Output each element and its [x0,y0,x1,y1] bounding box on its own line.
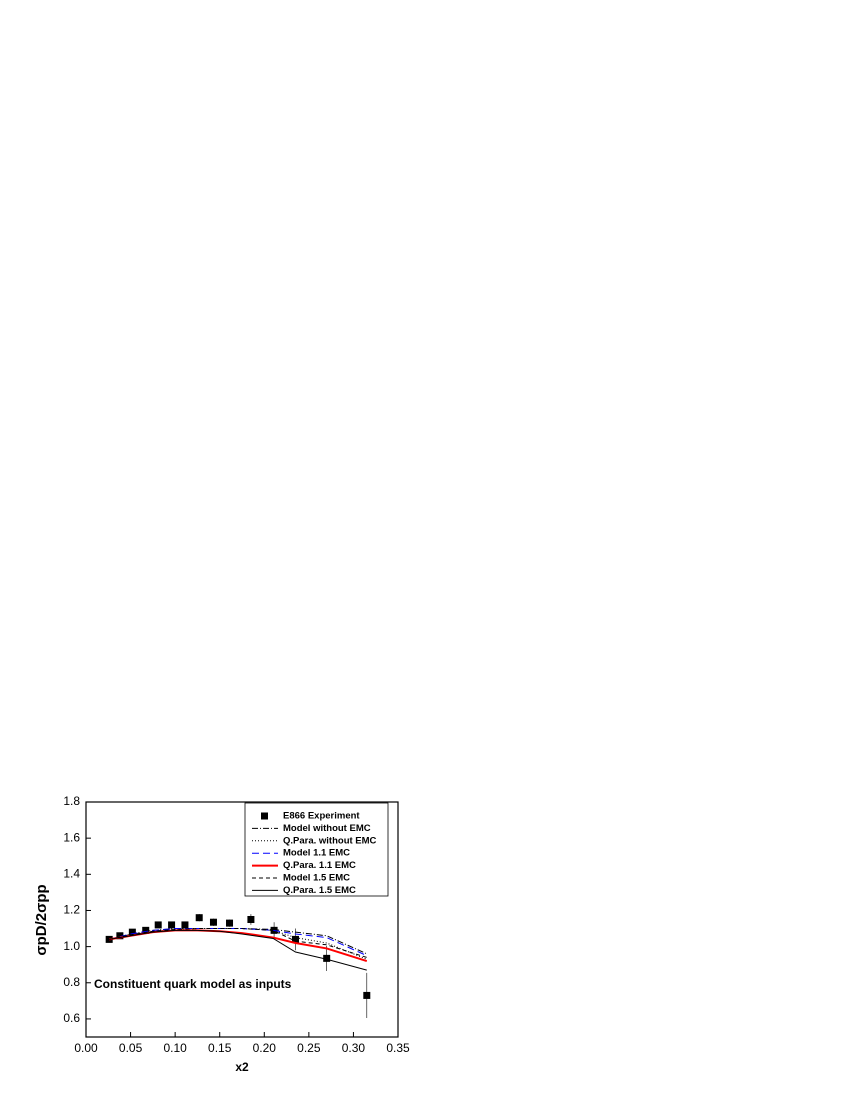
x-tick-label: 0.05 [119,1041,143,1055]
data-point [226,919,234,927]
y-tick-label: 1.8 [63,794,80,808]
x-tick-label: 0.30 [342,1041,366,1055]
x-tick-label: 0.10 [163,1041,187,1055]
x-tick-label: 0.15 [208,1041,232,1055]
y-tick-label: 0.6 [63,1011,80,1025]
x-tick-label: 0.20 [253,1041,277,1055]
plot-frame [85,801,399,1038]
data-point [247,916,255,923]
data-point [116,932,124,940]
legend-box [244,802,389,897]
y-tick-label: 1.2 [63,903,80,917]
legend-label: Q.Para. without EMC [283,835,377,846]
data-point [363,991,371,999]
legend-marker [261,812,268,820]
data-point [291,935,299,943]
legend-label: Q.Para. 1.5 EMC [283,885,356,896]
data-point [154,921,162,929]
legend-label: Q.Para. 1.1 EMC [283,860,356,871]
data-point [181,921,189,929]
x-axis-label: x2 [235,1060,249,1074]
x-tick-label: 0.35 [386,1041,410,1055]
data-point [195,914,203,922]
x-tick-label: 0.00 [74,1041,98,1055]
y-tick-label: 1.0 [63,939,80,953]
data-point [323,954,331,962]
series-line [109,929,367,971]
legend-label: E866 Experiment [283,811,360,822]
legend-label: Model without EMC [283,823,371,834]
series-line [109,928,368,957]
data-point [209,918,217,926]
data-point [142,926,150,934]
data-point [168,921,176,929]
series-line [109,928,367,958]
y-tick-label: 1.4 [63,866,80,880]
data-point [128,928,136,936]
annotation: Constituent quark model as inputs [94,977,292,991]
legend-label: Model 1.1 EMC [283,848,350,859]
legend-label: Model 1.5 EMC [283,873,350,884]
y-tick-label: 0.8 [63,975,80,989]
x-tick-label: 0.25 [297,1041,321,1055]
y-tick-label: 1.6 [63,830,80,844]
y-axis-label: σpD/2σpp [33,884,50,955]
